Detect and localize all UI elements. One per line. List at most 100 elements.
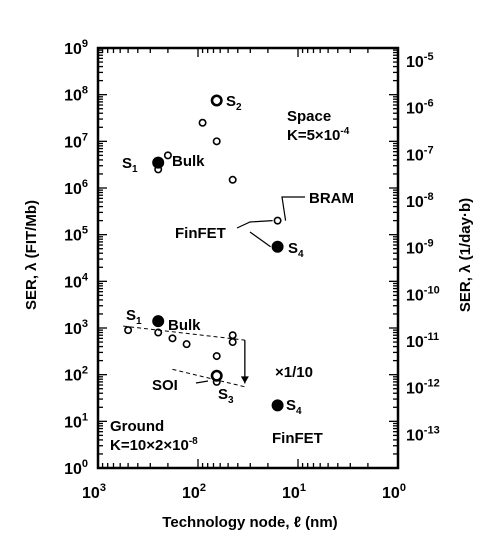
- y-tick-label: 101: [64, 411, 88, 431]
- bulk-bottom-annotation: Bulk: [168, 317, 201, 334]
- y-tick-exp: 5: [82, 225, 88, 237]
- space-label: Space: [287, 108, 331, 125]
- open-circle-point: [212, 137, 221, 146]
- ground-annotation: Ground: [110, 418, 164, 435]
- x-tick-exp: 1: [300, 482, 306, 494]
- s3-label: S: [218, 386, 228, 403]
- y-tick-label: 100: [64, 458, 88, 478]
- finfet-top-label: FinFET: [175, 225, 226, 242]
- y2-tick-label: 10-5: [406, 51, 434, 71]
- y-tick-exp: 9: [82, 38, 88, 50]
- finfet-top-annotation: FinFET: [175, 225, 226, 242]
- soi-label: SOI: [152, 377, 178, 394]
- y-axis-title: SER, λ (FIT/Mb): [23, 200, 40, 310]
- open-circle-point: [212, 352, 221, 361]
- y-tick-label: 103: [64, 318, 88, 338]
- finfet-bottom-annotation: FinFET: [272, 430, 323, 447]
- y-tick-label: 109: [64, 38, 88, 58]
- ground-label: Ground: [110, 418, 164, 435]
- bulk-bottom-label: Bulk: [168, 317, 201, 334]
- s2-annotation: S2: [226, 93, 242, 113]
- open-circle-point: [228, 175, 237, 184]
- x-tick-label: 100: [382, 482, 406, 502]
- bram-annotation: BRAM: [309, 190, 354, 207]
- y-tick-base: 10: [64, 414, 82, 431]
- soi-leader: [195, 380, 209, 384]
- y2-tick-label: 10-9: [406, 238, 434, 258]
- x-tick-base: 10: [182, 485, 200, 502]
- y-tick-exp: 0: [82, 458, 88, 470]
- y-tick-exp: 1: [82, 411, 88, 423]
- y2-tick-base: 10: [406, 241, 424, 258]
- bram-label: BRAM: [309, 190, 354, 207]
- filled-circle-point: [152, 315, 165, 328]
- y-tick-exp: 8: [82, 85, 88, 97]
- reduction-annotation: ×1/10: [275, 364, 313, 381]
- s3-sub: 3: [228, 395, 234, 406]
- x-tick-base: 10: [282, 485, 300, 502]
- filled-circle-point: [152, 156, 165, 169]
- k-ground-exp: -8: [189, 436, 198, 447]
- x-axis: 103 102 101 100: [82, 48, 406, 502]
- y-tick-label: 106: [64, 178, 88, 198]
- open-circle-point: [168, 334, 177, 343]
- s2-label: S: [226, 93, 236, 110]
- s1-top-label: S: [122, 155, 132, 172]
- y-tick-label: 108: [64, 85, 88, 105]
- filled-circle-point: [271, 399, 284, 412]
- bram-leader: [281, 196, 305, 221]
- s1-bottom-sub: 1: [136, 316, 142, 327]
- open-circle-point: [182, 340, 191, 349]
- s4-top-annotation: S4: [288, 240, 304, 260]
- open-circle-point: [154, 328, 163, 337]
- open-circle-point: [228, 331, 237, 340]
- y-tick-base: 10: [64, 181, 82, 198]
- left-y-axis: 10010110210310410510610710810910-1310-12…: [64, 38, 440, 478]
- y2-tick-exp: -10: [424, 284, 440, 296]
- y2-tick-exp: -7: [424, 144, 434, 156]
- y2-tick-base: 10: [406, 334, 424, 351]
- y-tick-base: 10: [64, 461, 82, 478]
- open-circle-point: [273, 216, 282, 225]
- x-tick-label: 103: [82, 482, 106, 502]
- soi-annotation: SOI: [152, 377, 178, 394]
- k-space-exp: -4: [340, 126, 349, 137]
- x-tick-exp: 3: [100, 482, 106, 494]
- y2-tick-label: 10-13: [406, 424, 440, 444]
- s4-bottom-label: S: [286, 397, 296, 414]
- trend-line-soi: [172, 368, 245, 388]
- bulk-top-label: Bulk: [172, 153, 205, 170]
- s3-annotation: S3: [218, 386, 234, 406]
- k-ground-label: K=10×2×10: [110, 437, 189, 454]
- y-tick-exp: 3: [82, 318, 88, 330]
- y2-tick-exp: -12: [424, 378, 440, 390]
- data-points: [124, 94, 284, 412]
- finfet-top-leader-1: [236, 220, 273, 229]
- y-tick-base: 10: [64, 368, 82, 385]
- y2-tick-exp: -13: [424, 424, 440, 436]
- plot-area: [96, 46, 400, 470]
- s2-sub: 2: [236, 102, 242, 113]
- x-tick-label: 102: [182, 482, 206, 502]
- double-circle-point: [213, 372, 221, 380]
- double-circle-point: [213, 97, 221, 104]
- y2-tick-exp: -11: [424, 331, 439, 343]
- reduction-label: ×1/10: [275, 364, 313, 381]
- x-tick-base: 10: [82, 485, 100, 502]
- open-circle-point: [198, 118, 207, 127]
- open-circle-point: [124, 326, 133, 335]
- y2-tick-exp: -5: [424, 51, 434, 63]
- y2-tick-base: 10: [406, 427, 424, 444]
- y2-tick-base: 10: [406, 287, 424, 304]
- y2-axis-title: SER, λ (1/day·b): [457, 198, 474, 312]
- s1-bottom-annotation: S1: [126, 307, 142, 327]
- bulk-top-annotation: Bulk: [172, 153, 205, 170]
- x-tick-exp: 0: [400, 482, 406, 494]
- y-tick-base: 10: [64, 134, 82, 151]
- y-tick-exp: 4: [82, 271, 89, 283]
- y2-tick-label: 10-10: [406, 284, 440, 304]
- y2-tick-base: 10: [406, 147, 424, 164]
- open-circle-point: [163, 151, 172, 160]
- y-tick-label: 107: [64, 131, 88, 151]
